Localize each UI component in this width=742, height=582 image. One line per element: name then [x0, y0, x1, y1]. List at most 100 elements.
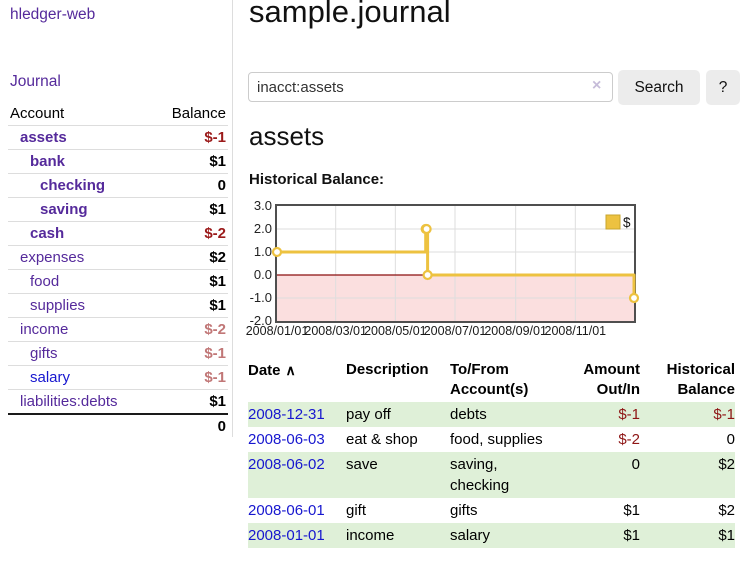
transaction-accounts: food, supplies [450, 431, 543, 448]
account-balance: $2 [158, 245, 228, 270]
transaction-date-link[interactable]: 2008-06-02 [248, 456, 325, 473]
transaction-balance: 0 [726, 431, 735, 448]
transaction-description: pay off [346, 406, 391, 423]
y-axis-tick-label: 2.0 [253, 221, 272, 236]
transaction-balance: $1 [718, 527, 735, 544]
transaction-date-link[interactable]: 2008-06-03 [248, 431, 325, 448]
account-link[interactable]: saving [40, 201, 88, 218]
account-link[interactable]: checking [40, 177, 106, 194]
app-brand-link[interactable]: hledger-web [10, 6, 96, 23]
sort-asc-icon: ∧ [285, 362, 296, 378]
search-form: × Search ? [248, 68, 742, 106]
historical-balance-chart[interactable]: $ 3.0 2.0 1.0 0.0 -1.0 -2.0 2008/01/01 2008/03/… [245, 198, 742, 348]
account-balance: $1 [158, 293, 228, 318]
clear-search-icon[interactable]: × [592, 77, 602, 94]
svg-text:$: $ [623, 215, 631, 230]
account-row: supplies $1 [8, 293, 228, 318]
account-row: assets $-1 [8, 125, 228, 150]
main-content: sample.journal × Search ? assets Histori… [245, 0, 742, 582]
register-table-body: 2008-12-31 pay off debts $-1 $-1 2008-06… [248, 402, 735, 548]
sidebar: hledger-web Journal Account Balance asse… [0, 0, 233, 582]
column-header-description: Description [346, 361, 429, 378]
account-balance: $1 [158, 149, 228, 174]
accounts-total-row: 0 [8, 413, 228, 438]
search-input[interactable] [248, 72, 613, 102]
account-row: salary $-1 [8, 365, 228, 390]
x-axis-tick-label: 2008/01/01 [245, 324, 309, 338]
sidebar-account-table-body: assets $-1 bank $1 checking 0 saving $1 … [8, 125, 228, 438]
transaction-balance: $-1 [713, 406, 735, 423]
account-balance: 0 [158, 173, 228, 198]
account-link[interactable]: expenses [20, 249, 85, 266]
register-header-row: Date ∧ Description To/From Account(s) Amo… [248, 356, 735, 402]
account-balance: $-2 [158, 221, 228, 246]
transaction-amount: $1 [623, 527, 640, 544]
transaction-description: gift [346, 502, 367, 519]
sidebar-divider [232, 0, 233, 437]
account-link[interactable]: cash [30, 225, 65, 242]
account-row: cash $-2 [8, 221, 228, 246]
account-balance: $-2 [158, 317, 228, 342]
x-axis-tick-label: 2008/07/01 [423, 324, 487, 338]
x-axis-tick-label: 2008/09/01 [484, 324, 547, 338]
transaction-row: 2008-06-02 save saving, checking 0 $2 [248, 452, 735, 498]
account-link[interactable]: supplies [30, 297, 86, 314]
transaction-accounts: gifts [450, 502, 478, 519]
account-balance: $-1 [158, 341, 228, 366]
search-button[interactable]: Search [618, 70, 700, 105]
y-axis-tick-label: 0.0 [253, 267, 272, 282]
transaction-amount: $-2 [618, 431, 640, 448]
y-axis-tick-label: -2.0 [249, 313, 272, 328]
transaction-accounts: debts [450, 406, 487, 423]
x-axis-tick-label: 2008/03/01 [304, 324, 367, 338]
transaction-accounts: salary [450, 527, 491, 544]
sidebar-item-journal[interactable]: Journal [10, 73, 61, 90]
accounts-column-header: Account [10, 105, 65, 122]
accounts-total: 0 [158, 413, 228, 438]
balance-column-header: Balance [171, 105, 226, 122]
help-button[interactable]: ? [706, 70, 740, 105]
account-balance: $1 [158, 269, 228, 294]
account-link[interactable]: liabilities:debts [20, 393, 118, 410]
chart-plot-area[interactable]: $ [248, 203, 742, 325]
account-link[interactable]: food [30, 273, 60, 290]
account-balance: $-1 [158, 125, 228, 150]
account-row: expenses $2 [8, 245, 228, 270]
register-table: Date ∧ Description To/From Account(s) Amo… [248, 356, 735, 548]
accounts-header-row: Account Balance [8, 102, 228, 126]
y-axis-tick-label: -1.0 [249, 290, 272, 305]
transaction-balance: $2 [718, 502, 735, 519]
column-header-accounts: To/From Account(s) [450, 361, 529, 398]
account-row: checking 0 [8, 173, 228, 198]
transaction-description: save [346, 456, 378, 473]
transaction-date-link[interactable]: 2008-12-31 [248, 406, 325, 423]
transaction-amount: 0 [631, 456, 640, 473]
x-axis-tick-label: 2008/11/01 [544, 324, 607, 338]
transaction-row: 2008-06-01 gift gifts $1 $2 [248, 498, 735, 523]
transaction-date-link[interactable]: 2008-01-01 [248, 527, 325, 544]
y-axis-tick-label: 3.0 [253, 198, 272, 213]
account-row: saving $1 [8, 197, 228, 222]
account-link[interactable]: bank [30, 153, 66, 170]
account-balance: $1 [158, 389, 228, 414]
account-balance: $1 [158, 197, 228, 222]
transaction-description: income [346, 527, 395, 544]
account-link[interactable]: income [20, 321, 69, 338]
y-axis-tick-label: 1.0 [253, 244, 272, 259]
account-row: gifts $-1 [8, 341, 228, 366]
account-row: liabilities:debts $1 [8, 389, 228, 414]
account-link[interactable]: assets [20, 129, 67, 146]
chart-heading: Historical Balance: [249, 171, 385, 188]
column-header-balance: Historical Balance [666, 361, 735, 398]
column-header-date[interactable]: Date ∧ [248, 362, 296, 379]
transaction-amount: $1 [623, 502, 640, 519]
page-title: sample.journal [249, 0, 451, 29]
transaction-description: eat & shop [346, 431, 418, 448]
account-row: bank $1 [8, 149, 228, 174]
account-link[interactable]: gifts [30, 345, 58, 362]
transaction-row: 2008-12-31 pay off debts $-1 $-1 [248, 402, 735, 427]
account-link[interactable]: salary [30, 369, 71, 386]
account-row: income $-2 [8, 317, 228, 342]
transaction-date-link[interactable]: 2008-06-01 [248, 502, 325, 519]
transaction-amount: $-1 [618, 406, 640, 423]
